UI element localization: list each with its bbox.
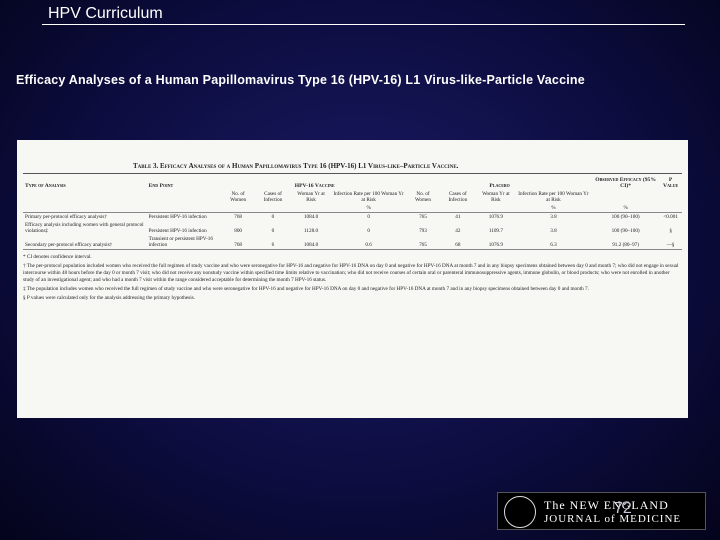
row-label: Persistent HPV-16 infection [146,212,223,221]
logo-line: JOURNAL of MEDICINE [544,513,682,525]
group-header: P Value [663,177,679,189]
cell: 1109.7 [488,228,503,234]
footnote: † The per-protocol population included w… [23,263,679,284]
column-header: Cases of Infection [448,191,468,203]
cell: 1084.0 [292,235,331,250]
cell: 3.8 [514,212,592,221]
footnotes: * CI denotes confidence interval. † The p… [23,254,682,302]
spacer [439,204,477,213]
unit: % [551,205,556,211]
cell: 41 [438,212,477,221]
row-label: Persistent HPV-16 infection [148,228,207,234]
logo-line: The NEW ENGLAND [544,498,669,512]
column-header: Infection Rate per 100 Woman Yr at Risk [518,191,589,203]
row-label: Efficacy analysis including women with g… [25,222,144,234]
unit: % [366,205,371,211]
column-header: No. of Women [414,191,431,203]
column-header: Cases of Infection [263,191,283,203]
row-label: Primary per-protocol efficacy analysis† [23,212,147,221]
cell: 0 [330,212,408,221]
efficacy-table: Type of Analysis End Point HPV-16 Vaccine P… [23,176,682,250]
header-row: Type of Analysis End Point HPV-16 Vaccine P… [23,176,682,190]
group-header: Observed Efficacy (95% CI)* [595,177,656,189]
slide-header: HPV Curriculum [48,5,163,22]
cell: 1076.9 [476,235,515,250]
cell: 0 [367,228,370,234]
unit: % [623,205,628,211]
cell: 768 [222,235,254,250]
cell: 68 [438,235,477,250]
cell: <0.001 [659,212,682,221]
group-header: Placebo [489,183,510,189]
cell: 6.3 [514,235,592,250]
cell: 3.8 [550,228,557,234]
cell: 793 [419,228,427,234]
row-label: Secondary per-protocol efficacy analysis… [23,235,147,250]
cell: 0.6 [330,235,408,250]
cell: 91.2 (80–97) [591,235,660,250]
spacer [659,204,682,213]
group-header: End Point [148,183,174,189]
spacer [147,204,223,213]
group-header: HPV-16 Vaccine [294,183,335,189]
cell: 6 [253,235,292,250]
spacer [23,190,222,204]
column-header: Woman Yr at Risk [297,191,325,203]
cell: 1084.0 [292,212,331,221]
cell: 800 [234,228,243,234]
row-label: Transient or persistent HPV-16 infection [146,235,223,250]
cell: 100 (90–100) [591,212,660,221]
cell: § [669,228,672,234]
spacer [222,204,254,213]
data-row: Secondary per-protocol efficacy analysis… [23,235,682,250]
cell: 765 [407,235,439,250]
spacer [23,204,147,213]
footnote: * CI denotes confidence interval. [23,254,92,260]
footnote: ‡ The population includes women who rece… [23,286,589,293]
column-header: Infection Rate per 100 Woman Yr at Risk [333,191,404,203]
cell: 1076.9 [476,212,515,221]
column-header: No. of Women [230,191,247,203]
page-number: 72 [614,500,632,517]
data-row: Efficacy analysis including women with g… [23,221,682,235]
journal-logo: The NEW ENGLAND JOURNAL of MEDICINE [497,492,706,530]
cell: —§ [659,235,682,250]
cell: 765 [407,212,439,221]
header-row: No. of Women Cases of Infection Woman Yr a… [23,190,682,204]
column-header: Woman Yr at Risk [482,191,510,203]
cell: 42 [455,228,461,234]
table-caption: Table 3. Efficacy Analyses of a Human Pa… [23,146,682,174]
spacer [477,204,515,213]
spacer [592,190,682,204]
data-row: Primary per-protocol efficacy analysis† P… [23,212,682,221]
spacer [254,204,292,213]
cell: 0 [271,228,275,234]
footnote: § P values were calculated only for the … [23,295,195,302]
logo-seal [504,496,536,528]
cell: 1128.0 [304,228,319,234]
slide-subtitle: Efficacy Analyses of a Human Papillomavi… [16,73,585,87]
cell: 768 [222,212,254,221]
cell: 0 [253,212,292,221]
cell: 100 (90–100) [611,228,640,234]
group-header: Type of Analysis [25,183,66,189]
units-row: %%% [23,204,682,213]
spacer [407,204,439,213]
table-image: Table 3. Efficacy Analyses of a Human Pa… [17,140,688,418]
spacer [292,204,330,213]
header-rule [42,24,685,25]
